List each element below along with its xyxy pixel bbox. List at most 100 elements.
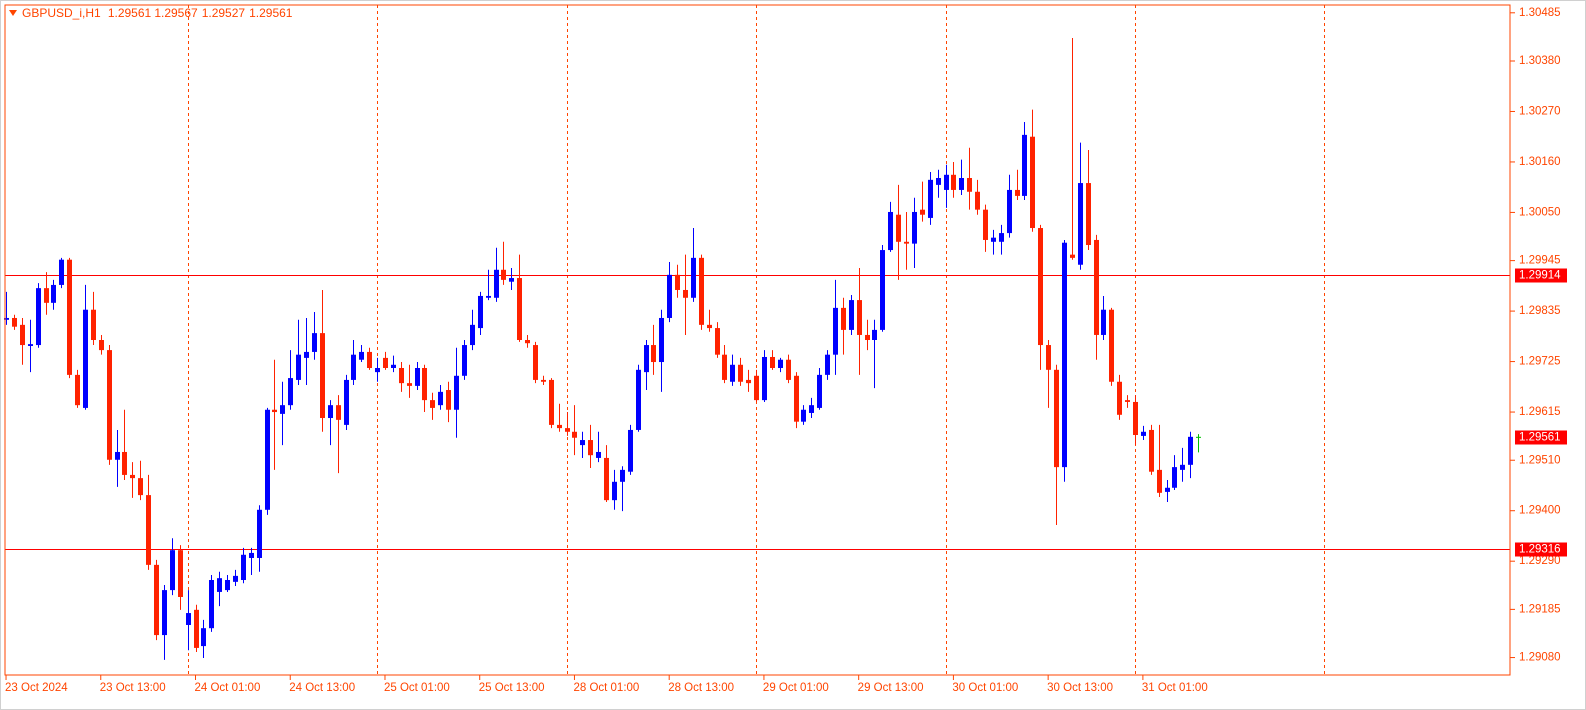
candle-body (138, 478, 143, 496)
candle-body (20, 324, 25, 346)
candle-body (912, 211, 917, 244)
price-label: 1.29561 (1519, 432, 1561, 444)
candle-body (833, 307, 838, 355)
candle-body (715, 328, 720, 355)
candle-body (1094, 239, 1099, 335)
candle-body (344, 379, 349, 425)
candle-body (351, 354, 356, 380)
candle-body (28, 344, 33, 346)
x-tick-label: 31 Oct 01:00 (1142, 682, 1208, 694)
candle-body (375, 367, 380, 373)
level-label-box (1515, 542, 1567, 557)
candle-body (1165, 487, 1170, 492)
candle-body (67, 259, 72, 375)
x-tick-label: 23 Oct 2024 (5, 682, 68, 694)
candle-body (194, 609, 199, 648)
candle-body (730, 364, 735, 382)
candle-body (533, 345, 538, 380)
candle-body (1149, 429, 1154, 472)
x-tick-label: 25 Oct 01:00 (384, 682, 450, 694)
candle-body (233, 575, 238, 582)
header-open: 1.29561 (108, 6, 152, 20)
candle-body (509, 278, 514, 282)
candle-body (430, 400, 435, 408)
candle-body (786, 359, 791, 380)
price-label-box (1515, 430, 1567, 445)
candle-body (809, 405, 814, 413)
candle-body (154, 564, 159, 636)
y-tick-label: 1.30485 (1519, 7, 1561, 19)
candle-body (272, 409, 277, 413)
candle-body (888, 211, 893, 251)
candle-body (75, 374, 80, 406)
y-tick-label: 1.30050 (1519, 206, 1561, 218)
y-tick-label: 1.29185 (1519, 603, 1561, 615)
y-tick-label: 1.29290 (1519, 555, 1561, 567)
candle-body (146, 495, 151, 565)
candle-body (722, 354, 727, 380)
candle-body (383, 357, 388, 368)
candle-body (928, 179, 933, 218)
y-tick-label: 1.29615 (1519, 406, 1561, 418)
candle-body (754, 375, 759, 401)
y-tick-label: 1.29400 (1519, 505, 1561, 517)
candle-body (944, 174, 949, 190)
candle-body (1007, 189, 1012, 234)
candle-body (659, 317, 664, 363)
candle-body (541, 379, 546, 382)
y-tick-label: 1.30380 (1519, 55, 1561, 67)
y-tick-label: 1.29835 (1519, 305, 1561, 317)
candle-body (415, 367, 420, 386)
candle-body (288, 378, 293, 406)
candle-body (667, 274, 672, 318)
candle-body (201, 628, 206, 647)
candle-body (794, 375, 799, 422)
candle-body (454, 375, 459, 410)
candle-body (1188, 436, 1193, 465)
candle-body (304, 351, 309, 358)
plot-frame (4, 4, 1511, 676)
candle-body (967, 178, 972, 192)
candle-body (880, 250, 885, 330)
candle-body (178, 550, 183, 597)
candle-body (683, 289, 688, 298)
candle-body (4, 317, 9, 320)
candle-body (841, 307, 846, 330)
y-tick-label: 1.30160 (1519, 156, 1561, 168)
candle-body (572, 431, 577, 438)
candle-body (557, 424, 562, 429)
grid-layer (188, 5, 1325, 675)
candle-body (501, 269, 506, 280)
candle-body (975, 191, 980, 210)
level-label: 1.29914 (1519, 270, 1561, 282)
candle-body (1086, 183, 1091, 246)
candle-body (896, 214, 901, 242)
candle-body (959, 178, 964, 190)
y-tick-label: 1.30270 (1519, 105, 1561, 117)
y-tick-label: 1.29945 (1519, 255, 1561, 267)
x-tick-label: 23 Oct 13:00 (100, 682, 166, 694)
candle-body (691, 257, 696, 298)
candle-body (312, 333, 317, 352)
x-tick-label: 29 Oct 01:00 (763, 682, 829, 694)
candle-body (265, 409, 270, 510)
candle-body (801, 409, 806, 422)
y-tick-label: 1.29080 (1519, 652, 1561, 664)
candle-body (470, 324, 475, 346)
candle-body (359, 351, 364, 360)
candle-body (1062, 242, 1067, 468)
y-tick-label: 1.29510 (1519, 454, 1561, 466)
candle-body (644, 345, 649, 373)
candle-body (612, 481, 617, 501)
candle-body (462, 345, 467, 376)
collapse-triangle[interactable] (9, 10, 17, 16)
candle-body (1022, 134, 1027, 196)
candle-body (438, 391, 443, 406)
candle-body (825, 354, 830, 375)
level-layer (5, 275, 1510, 550)
candle-body (920, 209, 925, 215)
candle-body (628, 429, 633, 472)
